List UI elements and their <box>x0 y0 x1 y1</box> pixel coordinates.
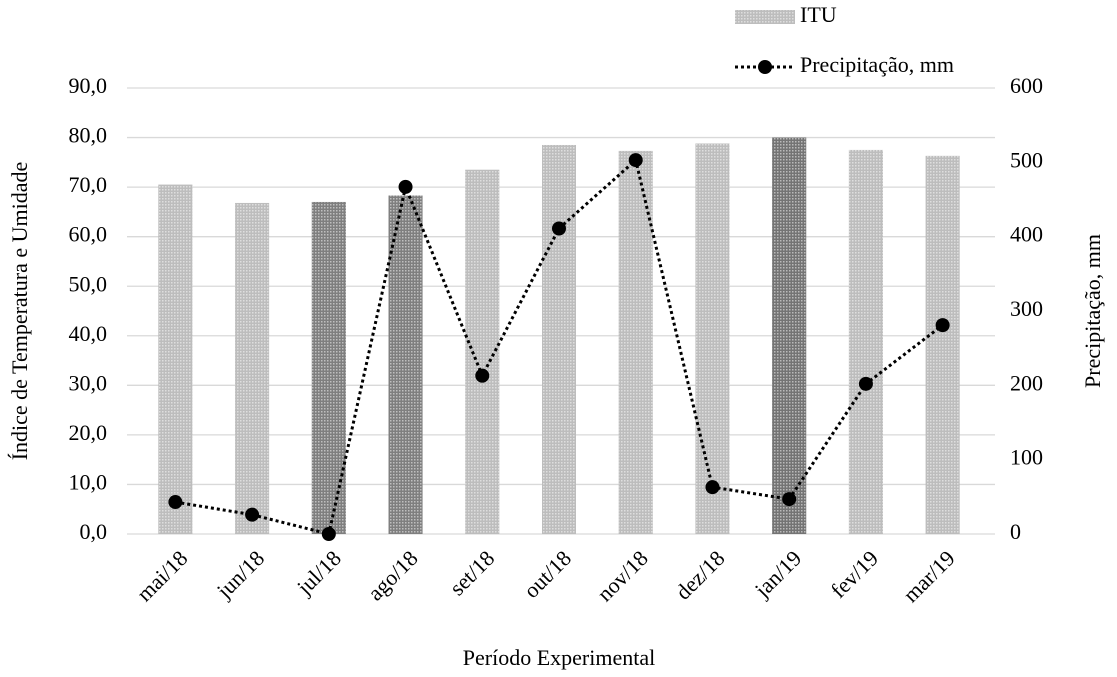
line-marker <box>321 527 336 541</box>
x-tick-label: dez/18 <box>670 545 729 604</box>
y-tick-label: 70,0 <box>69 172 108 197</box>
y-axis-title: Índice de Temperatura e Umidade <box>7 162 32 461</box>
y-tick-label: 20,0 <box>69 420 108 445</box>
line-marker <box>628 153 643 168</box>
bar-texture <box>311 201 346 534</box>
bar-texture <box>388 195 423 534</box>
x-tick-label: jun/18 <box>211 545 269 603</box>
x-tick-label: mar/19 <box>898 545 960 607</box>
y2-tick-label: 400 <box>1010 222 1043 247</box>
x-axis-title: Período Experimental <box>463 645 655 670</box>
line-marker <box>398 179 413 194</box>
bar-texture <box>848 149 883 534</box>
y-tick-label: 80,0 <box>69 123 108 148</box>
y-tick-label: 90,0 <box>69 73 108 98</box>
legend-label: ITU <box>800 2 837 27</box>
y2-tick-label: 600 <box>1010 73 1043 98</box>
x-tick-label: jan/19 <box>749 545 806 602</box>
bar-texture <box>695 143 730 534</box>
x-tick-label: ago/18 <box>363 545 423 605</box>
line-marker <box>245 507 260 522</box>
legend-label: Precipitação, mm <box>800 52 954 77</box>
y2-tick-label: 300 <box>1010 296 1043 321</box>
x-tick-label: out/18 <box>519 545 576 602</box>
y-tick-label: 60,0 <box>69 222 108 247</box>
x-tick-label: fev/19 <box>826 545 883 602</box>
y2-tick-label: 200 <box>1010 370 1043 395</box>
line-marker <box>168 495 183 510</box>
bar-texture <box>772 137 807 535</box>
y-tick-label: 0,0 <box>80 519 108 544</box>
line-marker <box>705 480 720 495</box>
x-tick-label: mai/18 <box>132 545 193 606</box>
line-marker <box>935 318 950 333</box>
y-tick-label: 50,0 <box>69 271 108 296</box>
y-tick-label: 40,0 <box>69 321 108 346</box>
y2-axis-title: Precipitação, mm <box>1080 234 1105 388</box>
bar-texture <box>542 144 576 534</box>
y-tick-label: 10,0 <box>69 469 108 494</box>
y2-tick-label: 0 <box>1010 519 1021 544</box>
y2-tick-label: 100 <box>1010 445 1043 470</box>
bar-texture <box>158 184 193 534</box>
legend-swatch-texture <box>735 10 795 24</box>
line-marker <box>858 376 873 391</box>
y2-tick-label: 500 <box>1010 147 1043 172</box>
y-tick-label: 30,0 <box>69 370 108 395</box>
x-tick-label: set/18 <box>445 545 500 600</box>
line-marker <box>782 492 797 507</box>
bar-texture <box>925 155 960 534</box>
x-tick-label: nov/18 <box>592 545 653 606</box>
bar-texture <box>235 202 270 535</box>
bar-texture <box>465 169 500 534</box>
legend-marker <box>758 60 772 74</box>
x-tick-label: jul/18 <box>291 545 346 600</box>
line-marker <box>552 221 566 236</box>
line-marker <box>475 368 490 383</box>
